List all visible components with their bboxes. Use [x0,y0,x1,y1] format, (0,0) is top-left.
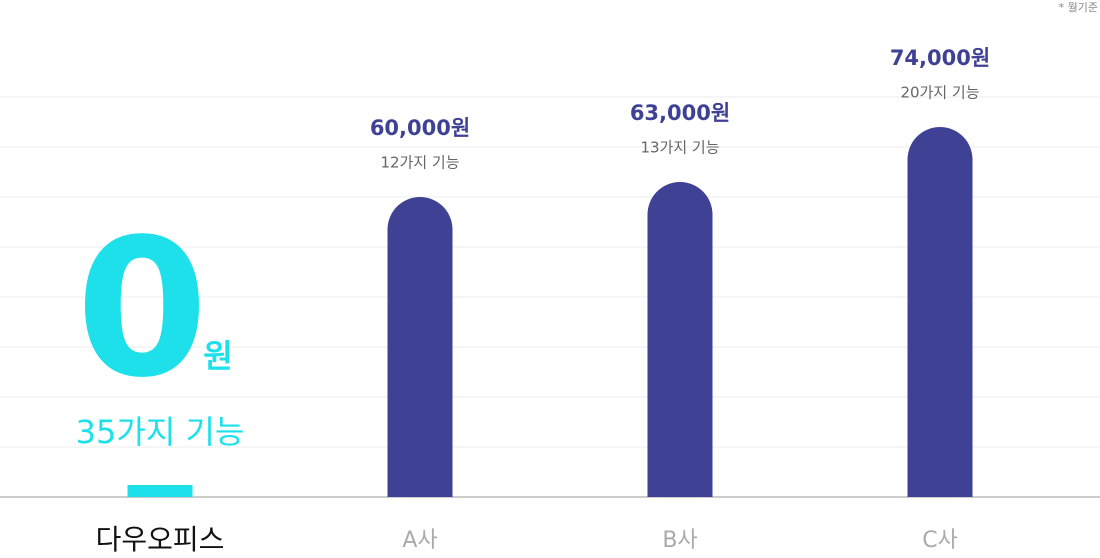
x-tick-label: C사 [922,528,958,553]
x-tick-label: 다우오피스 [96,523,225,556]
feature-label: 13가지 기능 [640,139,719,157]
bar [647,182,713,497]
value-label: 74,000원 [890,46,990,70]
x-tick-label: B사 [662,528,697,553]
x-tick-label: A사 [402,528,437,553]
feature-label: 20가지 기능 [900,84,979,102]
unit-label: 원 [203,337,232,375]
feature-label: 12가지 기능 [380,154,459,172]
bar [387,197,453,497]
value-label: 60,000원 [370,116,470,140]
note: * 월기준 [1059,1,1098,14]
value-label: 63,000원 [630,101,730,125]
bar [127,485,193,497]
feature-label: 35가지 기능 [76,413,245,451]
value-label: 0 [76,198,208,419]
bar [907,127,973,498]
